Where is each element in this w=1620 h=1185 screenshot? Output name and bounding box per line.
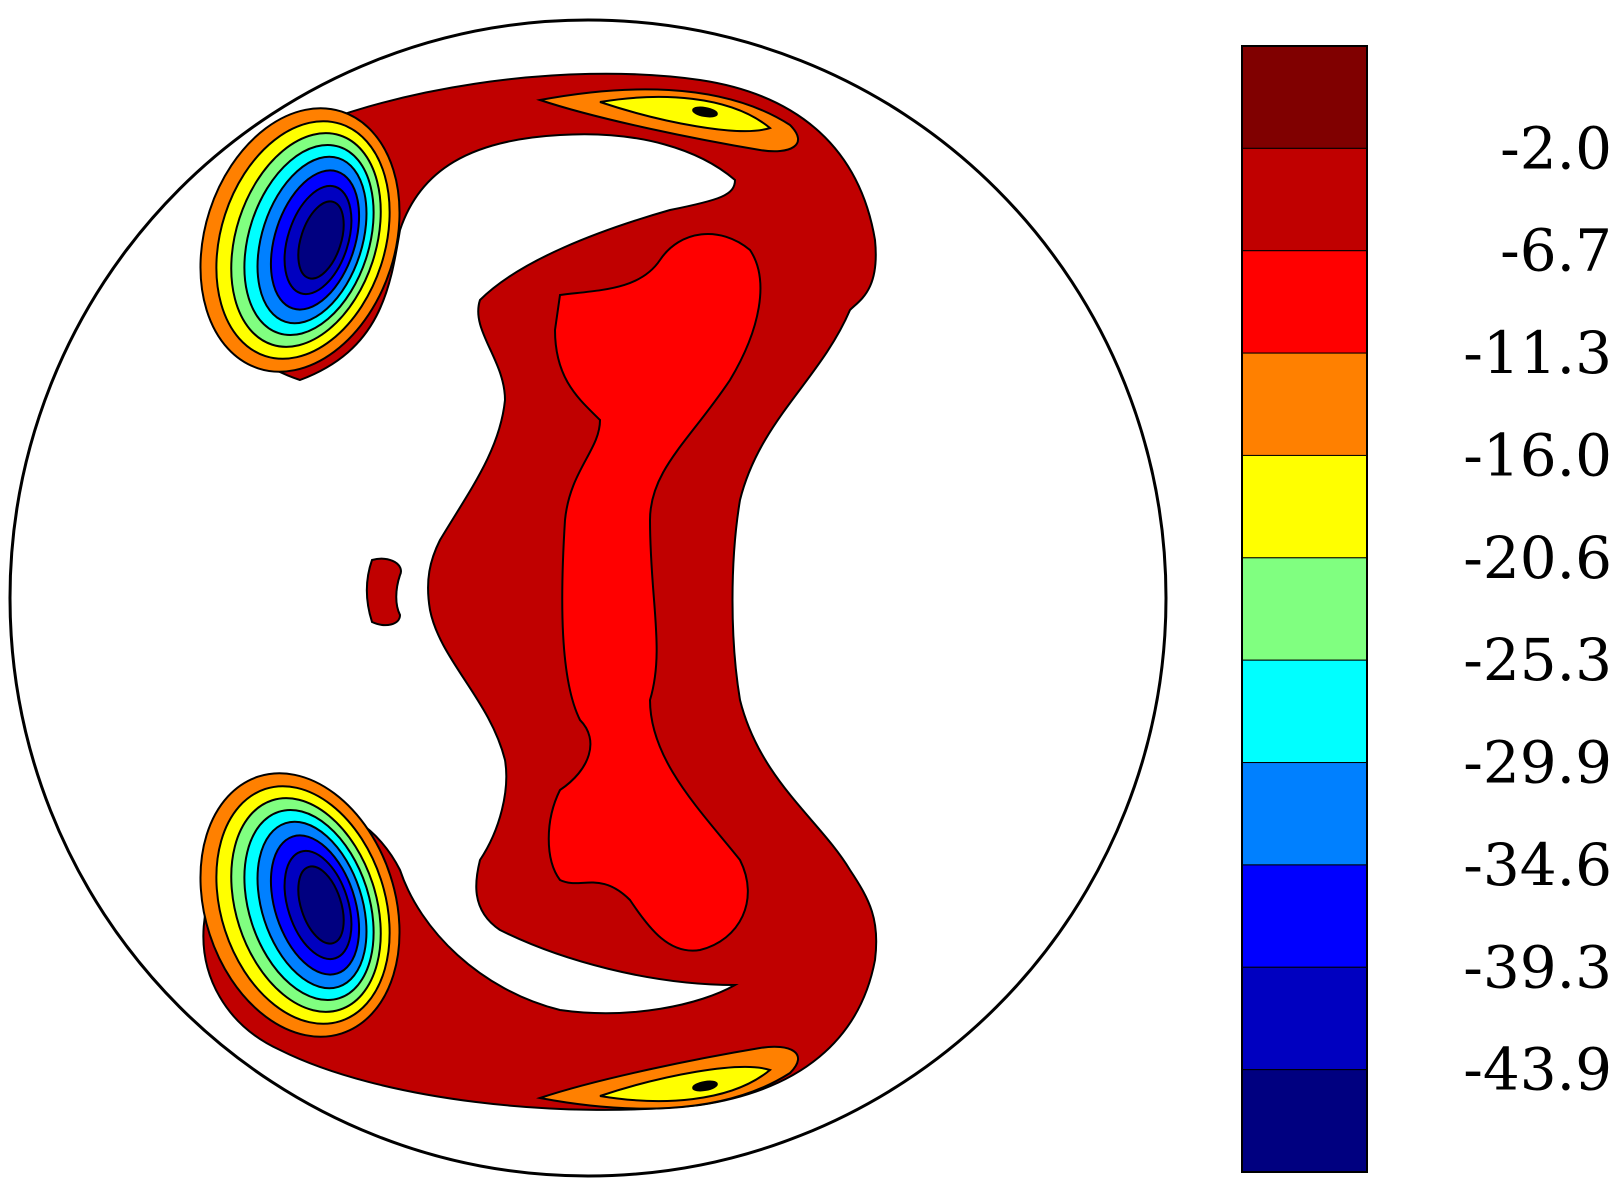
colorbar-swatch [1241, 147, 1368, 252]
colorbar-legend: -2.0 -6.7 -11.3 -16.0 -20.6 -25.3 -29.9 -34.6 -3… [1241, 45, 1612, 1173]
colorbar-swatch [1241, 1069, 1368, 1173]
colorbar-tick-label: -39.3 [1463, 933, 1612, 1001]
colorbar-swatch [1241, 864, 1368, 968]
colorbar-swatch [1241, 250, 1368, 354]
colorbar-tick-label: -43.9 [1463, 1036, 1612, 1104]
colorbar-swatch [1241, 352, 1368, 456]
lower-arc-streak-yellow [599, 1065, 773, 1102]
colorbar-frame [1241, 45, 1368, 1173]
colorbar-tick-label: -29.9 [1463, 729, 1612, 797]
upper-arc-streak-yellow [599, 96, 773, 133]
lower-left-vortex-level-10 [297, 865, 345, 945]
colorbar-tick-label: -25.3 [1463, 626, 1612, 694]
colorbar-tick-label: -16.0 [1463, 421, 1612, 489]
colorbar-swatch [1241, 762, 1368, 866]
colorbar-tick-label: -6.7 [1500, 217, 1612, 285]
lower-arc-streak-core [692, 1080, 718, 1092]
colorbar-tick-label: -11.3 [1463, 319, 1612, 387]
colorbar-tick-label: -2.0 [1500, 114, 1612, 182]
domain-boundary-circle [8, 18, 1168, 1178]
colorbar-swatch [1241, 659, 1368, 764]
colorbar-tick-label: -34.6 [1463, 831, 1612, 899]
small-left-patch [365, 557, 402, 627]
upper-arc-streak-core [692, 106, 718, 118]
upper-left-vortex-level-10 [297, 200, 345, 280]
colorbar-swatch [1241, 557, 1368, 661]
contour-field [199, 72, 878, 1111]
colorbar-swatch [1241, 454, 1368, 559]
colorbar-swatch [1241, 45, 1368, 149]
colorbar-tick-label: -20.6 [1463, 524, 1612, 592]
central-band-inner [547, 233, 762, 952]
colorbar-swatch [1241, 966, 1368, 1071]
